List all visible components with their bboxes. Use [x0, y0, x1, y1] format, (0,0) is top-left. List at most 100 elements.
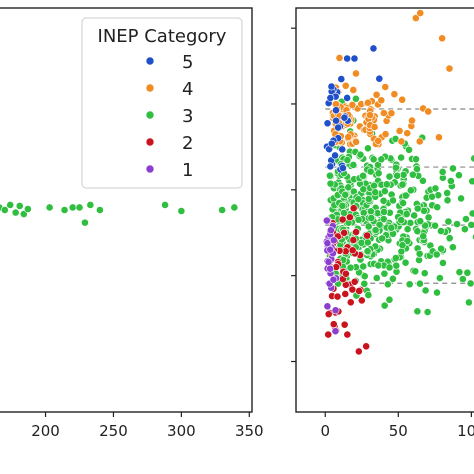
right-data-point — [387, 109, 396, 118]
right-data-point — [326, 93, 335, 102]
right-data-point — [420, 269, 429, 278]
left-data-point — [161, 201, 169, 209]
right-data-point — [372, 90, 381, 99]
left-data-point — [19, 210, 28, 218]
right-data-point — [431, 184, 440, 193]
right-data-point — [370, 181, 378, 190]
right-data-point — [385, 263, 394, 272]
right-data-point — [331, 327, 340, 336]
left-x-tick-label: 200 — [31, 422, 60, 440]
right-data-point — [411, 14, 420, 22]
right-data-point — [338, 201, 347, 210]
right-data-point — [438, 34, 447, 43]
legend: INEP Category 5 4 3 2 1 — [81, 17, 243, 189]
right-data-point — [416, 9, 425, 17]
left-data-points — [0, 201, 239, 227]
left-x-tick-label: 250 — [99, 422, 128, 440]
right-data-point — [326, 226, 335, 235]
right-data-point — [455, 171, 463, 180]
left-data-point — [0, 206, 9, 214]
right-data-point — [413, 307, 422, 316]
right-data-point — [375, 74, 384, 83]
right-data-point — [397, 153, 406, 162]
right-data-point — [360, 272, 369, 281]
right-data-point — [344, 133, 353, 142]
right-data-point — [346, 298, 355, 307]
right-data-point — [367, 214, 376, 222]
right-data-point — [380, 187, 389, 196]
right-scatter-panel: 0 50 100 — [291, 7, 474, 440]
right-data-point — [349, 204, 358, 213]
right-data-point — [352, 94, 360, 103]
right-data-point — [363, 231, 372, 240]
right-data-point — [363, 238, 372, 247]
right-data-point — [383, 280, 392, 289]
legend-marker — [145, 164, 155, 174]
right-data-point — [419, 232, 428, 241]
legend-label: 1 — [182, 160, 193, 181]
right-data-point — [349, 161, 358, 169]
right-data-point — [333, 292, 342, 301]
right-data-point — [369, 44, 378, 53]
right-data-point — [381, 130, 390, 139]
right-data-point — [401, 191, 410, 200]
left-data-point — [60, 206, 69, 214]
right-data-point — [366, 167, 375, 176]
right-data-point — [329, 320, 338, 329]
right-data-point — [356, 150, 365, 159]
right-data-point — [341, 190, 350, 199]
right-data-point — [413, 227, 422, 236]
right-data-point — [338, 145, 347, 154]
right-data-point — [370, 123, 379, 131]
right-data-point — [346, 263, 355, 272]
right-data-point — [329, 275, 338, 284]
right-data-point — [350, 54, 359, 63]
right-data-point — [432, 250, 441, 259]
right-data-point — [391, 254, 400, 262]
right-data-point — [371, 226, 380, 234]
left-x-ticks: 200 250 300 350 — [31, 412, 264, 440]
right-data-point — [433, 288, 441, 297]
right-data-point — [344, 183, 353, 192]
right-data-point — [364, 291, 373, 299]
right-data-point — [445, 64, 454, 73]
legend-box — [81, 17, 243, 189]
right-data-point — [398, 180, 407, 189]
right-data-point — [359, 185, 368, 194]
right-data-point — [435, 274, 444, 282]
right-data-point — [444, 217, 453, 226]
right-data-point — [390, 90, 399, 99]
right-data-point — [380, 208, 388, 216]
right-data-point — [443, 196, 452, 205]
right-data-point — [331, 151, 339, 160]
right-data-point — [412, 155, 420, 164]
right-data-point — [403, 225, 412, 234]
right-data-point — [340, 113, 349, 122]
right-y-ticks — [291, 27, 296, 363]
right-data-point — [468, 209, 474, 218]
left-data-point — [218, 206, 227, 214]
right-data-point — [406, 186, 415, 195]
right-data-point — [348, 100, 357, 109]
right-data-point — [343, 54, 352, 63]
right-data-point — [355, 287, 364, 295]
right-data-point — [433, 203, 442, 212]
right-data-point — [352, 69, 360, 78]
right-data-point — [363, 247, 372, 256]
right-data-point — [467, 220, 474, 229]
legend-marker — [145, 56, 155, 66]
right-data-point — [438, 168, 447, 176]
right-data-point — [337, 75, 346, 83]
right-data-point — [343, 156, 352, 164]
right-data-point — [455, 268, 464, 277]
right-data-point — [463, 268, 472, 277]
right-data-point — [374, 261, 383, 270]
right-data-point — [364, 195, 373, 203]
right-data-point — [326, 179, 335, 188]
right-data-point — [354, 215, 363, 224]
right-data-point — [405, 145, 413, 154]
right-x-ticks: 0 50 100 — [320, 412, 474, 440]
right-data-point — [402, 210, 411, 219]
right-data-point — [352, 228, 360, 236]
right-data-point — [466, 279, 474, 288]
